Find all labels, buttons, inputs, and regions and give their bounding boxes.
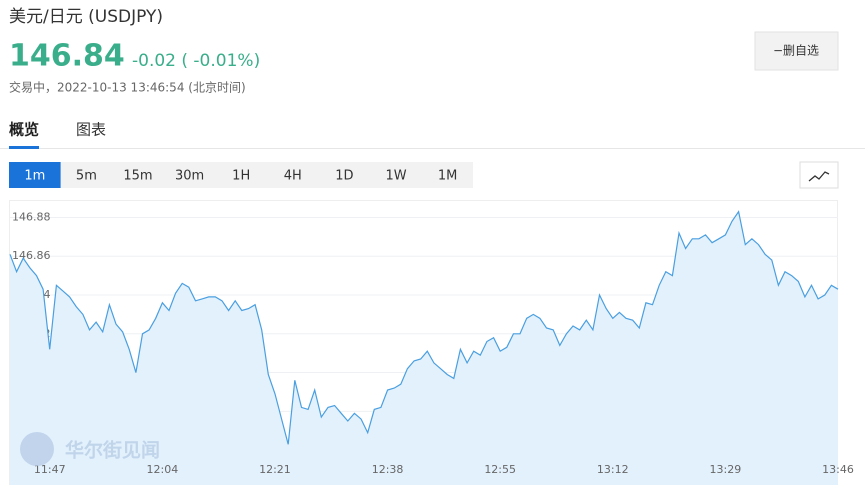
x-tick-label: 12:38 (372, 463, 404, 476)
tab[interactable]: 图表 (76, 121, 106, 139)
title: 美元/日元 (USDJPY) (9, 7, 163, 27)
range-bar-bg (9, 162, 473, 188)
x-tick-label: 13:29 (710, 463, 742, 476)
range-button[interactable]: 1m (24, 169, 45, 184)
tab-indicator (9, 146, 39, 149)
range-button[interactable]: 30m (175, 169, 204, 184)
area (10, 211, 838, 485)
watermark-logo (20, 432, 54, 466)
change: -0.02 ( -0.01%) (132, 51, 260, 71)
x-tick-label: 12:55 (484, 463, 516, 476)
range-bar: 1m 5m 15m 30m 1H 4H 1D 1W 1M (9, 162, 473, 188)
watchlist-button[interactable] (754, 31, 839, 71)
chart-type-button[interactable] (799, 161, 839, 189)
range-button[interactable]: 4H (284, 169, 302, 184)
x-tick-label: 13:12 (597, 463, 629, 476)
watchlist-button-label[interactable]: −删自选 (773, 44, 819, 58)
range-button[interactable]: 1M (438, 169, 458, 184)
x-tick-label: 12:21 (259, 463, 291, 476)
x-tick-label: 12:04 (147, 463, 179, 476)
range-button[interactable]: 1W (385, 169, 406, 184)
range-button-active[interactable] (9, 162, 61, 188)
range-button[interactable]: 5m (76, 169, 97, 184)
status: 交易中，2022-10-13 13:46:54 (北京时间) (9, 80, 246, 95)
tab[interactable]: 概览 (9, 121, 39, 139)
range-button[interactable]: 1H (232, 169, 250, 184)
x-tick-label: 13:46 (822, 463, 854, 476)
x-tick-label: 11:47 (34, 463, 66, 476)
range-button[interactable]: 1D (335, 169, 353, 184)
chart-type-icon (808, 171, 830, 182)
price: 146.84 (9, 39, 125, 74)
y-tick-label: 146.88 (12, 210, 51, 223)
y-tick-label: 146.86 (12, 249, 51, 262)
line (9, 210, 839, 445)
watermark: 华尔街见闻 (65, 439, 160, 462)
chart: 146.76146.78146.8146.80146.82146.84146.8… (9, 210, 854, 485)
range-button[interactable]: 15m (123, 169, 152, 184)
